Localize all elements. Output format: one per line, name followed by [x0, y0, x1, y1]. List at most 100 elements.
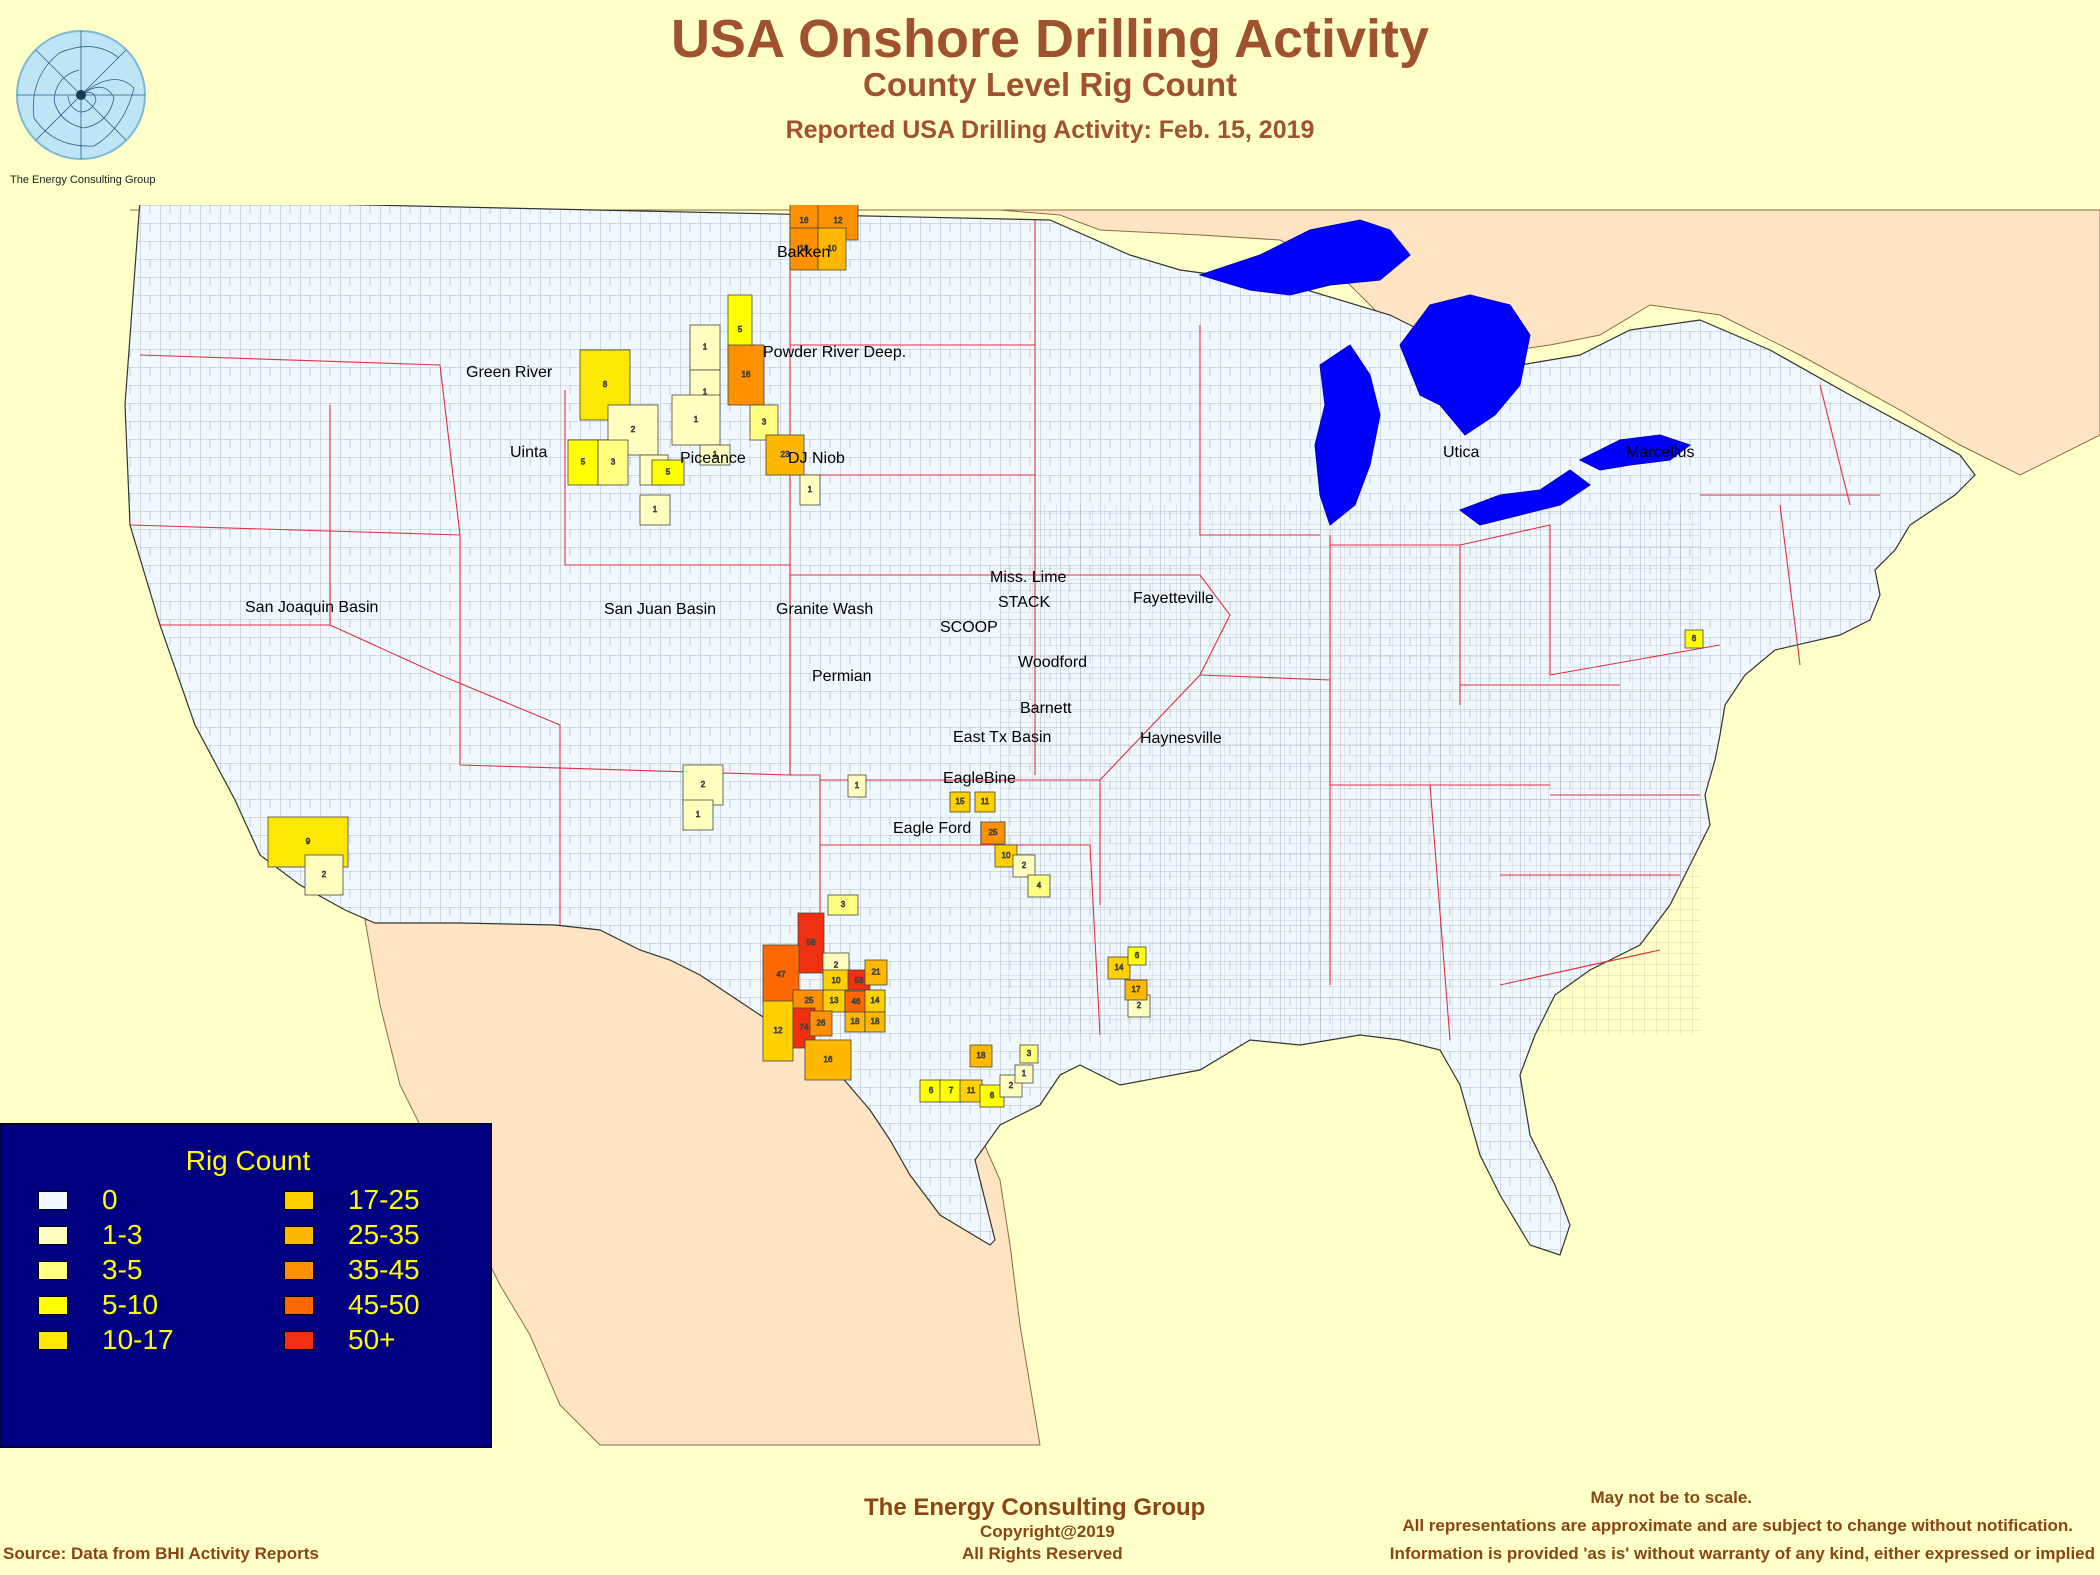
county-rig-count: 3: [827, 894, 859, 916]
county-rig-value: 3: [762, 418, 767, 427]
county-rig-count: 46: [844, 990, 868, 1014]
rig-count-legend: Rig Count 0 1-3 3-5 5-10 10-17 17-25 25-35 35-4…: [0, 1123, 492, 1448]
county-rig-value: 58: [807, 938, 816, 947]
county-rig-count: 25: [980, 821, 1006, 845]
footer-source: Source: Data from BHI Activity Reports: [3, 1544, 319, 1563]
disclaimer-approximate: All representations are approximate and …: [1402, 1516, 2073, 1535]
legend-swatch: [284, 1260, 314, 1280]
basin-label: Barnett: [1020, 700, 1072, 717]
county-rig-value: 16: [800, 216, 809, 225]
county-shape: [682, 799, 714, 831]
county-rig-value: 18: [871, 1017, 880, 1026]
basin-label: Haynesville: [1140, 730, 1222, 747]
company-logo-icon: [16, 30, 146, 160]
canada-landmass: [130, 209, 2100, 476]
county-rig-value: 6: [990, 1091, 995, 1100]
county-rig-value: 13: [830, 996, 839, 1005]
county-shape: [1124, 979, 1148, 1001]
county-rig-value: 16: [742, 370, 751, 379]
county-rig-value: 5: [581, 458, 586, 467]
state-boundaries: [129, 215, 1880, 1041]
county-rig-value: 17: [1132, 985, 1141, 994]
basin-label: Fayetteville: [1133, 590, 1214, 607]
county-rig-count: 12: [762, 1000, 794, 1062]
county-rig-count: 10: [822, 969, 850, 993]
county-shape: [817, 227, 847, 271]
us-county-map: 1161218105116182135315112319221135847210…: [124, 205, 2100, 1446]
county-rig-value: 12: [774, 1026, 783, 1035]
active-counties: 1161218105116182135315112319221135847210…: [267, 205, 1704, 1108]
county-rig-value: 2: [834, 961, 839, 970]
legend-label: 25-35: [348, 1219, 420, 1250]
county-rig-count: 6: [1127, 946, 1147, 966]
legend-label: 1-3: [102, 1219, 143, 1250]
legend-item: 10-17: [38, 1322, 174, 1358]
county-shape: [974, 791, 996, 813]
county-rig-count: 15: [949, 791, 971, 813]
county-rig-value: 1: [855, 781, 860, 790]
county-rig-value: 6: [929, 1086, 934, 1095]
county-rig-count: 5: [567, 439, 599, 486]
county-shape: [1027, 874, 1051, 898]
county-rig-count: 1: [639, 494, 671, 526]
county-rig-count: 16: [727, 344, 765, 406]
basin-label: Miss. Lime: [990, 569, 1067, 586]
legend-swatch: [38, 1295, 68, 1315]
legend-label: 17-25: [348, 1184, 420, 1215]
county-rig-count: 18: [864, 1011, 886, 1033]
county-rig-value: 6: [1692, 634, 1697, 643]
basin-label: Granite Wash: [776, 601, 873, 618]
legend-item: 0: [38, 1182, 118, 1218]
legend-item: 25-35: [284, 1217, 420, 1253]
legend-item: 17-25: [284, 1182, 420, 1218]
county-rig-count: 7: [939, 1079, 963, 1103]
county-shape: [949, 791, 971, 813]
county-shape: [1107, 956, 1131, 980]
county-shape: [765, 434, 805, 476]
county-shape: [567, 439, 599, 486]
county-rig-value: 1: [694, 415, 699, 424]
legend-label: 10-17: [102, 1324, 174, 1355]
legend-label: 50+: [348, 1324, 396, 1355]
logo-caption: The Energy Consulting Group: [10, 174, 156, 186]
legend-item: 45-50: [284, 1287, 420, 1323]
county-rig-count: 18: [844, 1011, 866, 1033]
county-rig-value: 25: [805, 996, 814, 1005]
county-rig-count: 1: [689, 324, 721, 371]
basin-label: EagleBine: [943, 770, 1016, 787]
legend-label: 45-50: [348, 1289, 420, 1320]
county-shape: [651, 459, 685, 486]
basin-label: Uinta: [510, 444, 547, 461]
map-title: USA Onshore Drilling Activity: [670, 9, 1430, 69]
legend-swatch: [38, 1330, 68, 1350]
county-rig-value: 16: [824, 1055, 833, 1064]
county-rig-value: 74: [800, 1023, 809, 1032]
county-rig-count: 2: [304, 854, 344, 896]
county-shape: [980, 821, 1006, 845]
county-shape: [671, 394, 721, 446]
disclaimer-warranty: Information is provided 'as is' without …: [1389, 1544, 2095, 1563]
county-rig-value: 8: [603, 380, 608, 389]
county-rig-value: 3: [841, 900, 846, 909]
county-rig-value: 18: [977, 1051, 986, 1060]
county-rig-value: 14: [1115, 963, 1124, 972]
basin-label: SCOOP: [940, 619, 998, 636]
county-rig-count: 11: [959, 1079, 983, 1103]
county-rig-value: 3: [611, 458, 616, 467]
report-date: Reported USA Drilling Activity: Feb. 15,…: [785, 116, 1315, 144]
great-lakes: [1198, 219, 1692, 526]
legend-item: 35-45: [284, 1252, 420, 1288]
county-rig-value: 25: [989, 828, 998, 837]
county-rig-value: 26: [817, 1019, 826, 1028]
county-rig-count: 1: [799, 474, 821, 506]
basin-label: Green River: [466, 364, 553, 381]
county-shape: [797, 912, 825, 974]
basin-label: Woodford: [1018, 654, 1087, 671]
legend-item: 1-3: [38, 1217, 142, 1253]
county-rig-value: 14: [871, 996, 880, 1005]
basin-label: Marcellus: [1626, 444, 1694, 461]
county-shape: [1012, 854, 1036, 878]
county-shape: [809, 1010, 833, 1037]
county-rig-value: 11: [967, 1086, 976, 1095]
county-rig-count: 18: [969, 1044, 993, 1068]
